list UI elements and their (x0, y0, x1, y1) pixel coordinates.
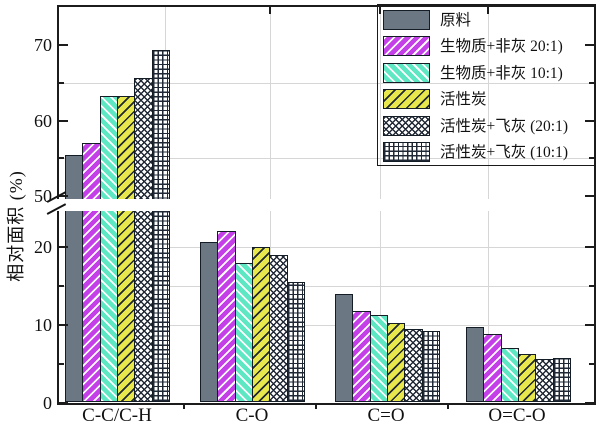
h-gridline (59, 158, 594, 160)
legend-item: 活性炭+飞灰 (20:1) (383, 115, 588, 137)
x-category-label: C-C/C-H (82, 405, 152, 426)
bar (217, 231, 236, 402)
h-gridline (59, 82, 594, 84)
bar (404, 328, 423, 402)
legend-swatch-forward-hatch-white-on-magenta (383, 36, 430, 57)
legend-label: 原料 (440, 12, 472, 29)
legend-item: 活性炭+飞灰 (10:1) (383, 142, 588, 163)
y-minor-tick-left (59, 363, 64, 365)
x-tick-bottom (182, 403, 185, 409)
legend-label: 生物质+非灰 20:1) (440, 38, 563, 56)
legend-swatch-square-grid-dark (383, 142, 430, 162)
bar (82, 143, 101, 403)
x-category-label: O=C-O (488, 405, 546, 426)
y-major-tick-left (59, 119, 68, 122)
bar (552, 357, 571, 402)
y-minor-tick-left (59, 157, 64, 160)
x-category-label: C-O (235, 405, 269, 426)
legend-label: 活性炭 (440, 91, 487, 109)
axis-break-band (46, 199, 594, 211)
bar (65, 154, 84, 402)
x-category-label: C=O (367, 405, 405, 426)
bar (518, 353, 537, 402)
y-minor-tick-left (59, 285, 64, 287)
legend: 原料生物质+非灰 20:1) 生物质+非灰 10:1) 活性炭活性炭+飞灰 (20:… (377, 4, 596, 166)
y-minor-tick-right (589, 285, 594, 287)
bar (421, 330, 440, 402)
bar (252, 247, 271, 402)
legend-item: 生物质+非灰 20:1) (383, 36, 588, 57)
bar (500, 348, 520, 402)
y-major-tick-right (585, 324, 594, 326)
bar (466, 327, 485, 402)
y-major-tick-right (585, 246, 594, 248)
x-tick-bottom (447, 403, 449, 409)
x-tick-top (379, 7, 381, 14)
legend-item: 活性炭 (383, 89, 588, 110)
y-major-tick-right (585, 119, 594, 122)
legend-item: 生物质+非灰 10:1) (383, 62, 588, 84)
y-tick-label: 10 (34, 315, 52, 335)
bar (286, 282, 305, 402)
legend-swatch-back-hatch-white-on-cyan (383, 62, 430, 83)
h-gridline (59, 247, 594, 248)
x-tick-bottom (314, 403, 317, 409)
bar (117, 96, 136, 402)
legend-swatch-diagonal-crosshatch-dark (383, 115, 430, 136)
y-major-tick-right (585, 402, 594, 404)
y-tick-label: 70 (34, 35, 52, 55)
y-tick-label: 20 (34, 237, 52, 257)
legend-label: 活性炭+飞灰 (20:1) (440, 117, 568, 135)
y-minor-tick-left (59, 81, 64, 84)
legend-swatch-solid-gray (383, 10, 430, 30)
y-major-tick-right (585, 195, 594, 197)
y-minor-tick-right (589, 363, 594, 365)
y-major-tick-left (59, 44, 68, 46)
y-tick-label: 60 (34, 110, 52, 131)
x-tick-top (487, 7, 489, 14)
bar (352, 311, 371, 402)
bar (134, 77, 153, 402)
bar (369, 314, 389, 402)
legend-item: 原料 (383, 10, 588, 31)
y-major-tick-left (59, 195, 68, 197)
h-gridline (59, 325, 594, 326)
y-tick-label: 0 (43, 393, 52, 413)
bar (200, 241, 219, 402)
y-minor-tick-right (589, 81, 594, 84)
y-major-tick-left (59, 324, 68, 326)
x-tick-top (269, 7, 271, 14)
bar (335, 293, 354, 402)
y-major-tick-left (59, 246, 68, 248)
bar (151, 50, 170, 402)
bar (535, 359, 554, 402)
bar (234, 262, 254, 402)
legend-swatch-forward-hatch-dark-on-yellow (383, 89, 430, 110)
legend-label: 活性炭+飞灰 (10:1) (440, 144, 568, 161)
h-gridline (59, 286, 594, 287)
y-tick-label: 50 (34, 186, 52, 206)
y-minor-tick-right (589, 157, 594, 160)
bar (269, 254, 288, 402)
y-major-tick-right (585, 44, 594, 46)
y-major-tick-left (59, 402, 68, 404)
bar (99, 96, 119, 402)
legend-label: 生物质+非灰 10:1) (440, 64, 563, 82)
bar (483, 334, 502, 402)
bar (387, 322, 406, 402)
